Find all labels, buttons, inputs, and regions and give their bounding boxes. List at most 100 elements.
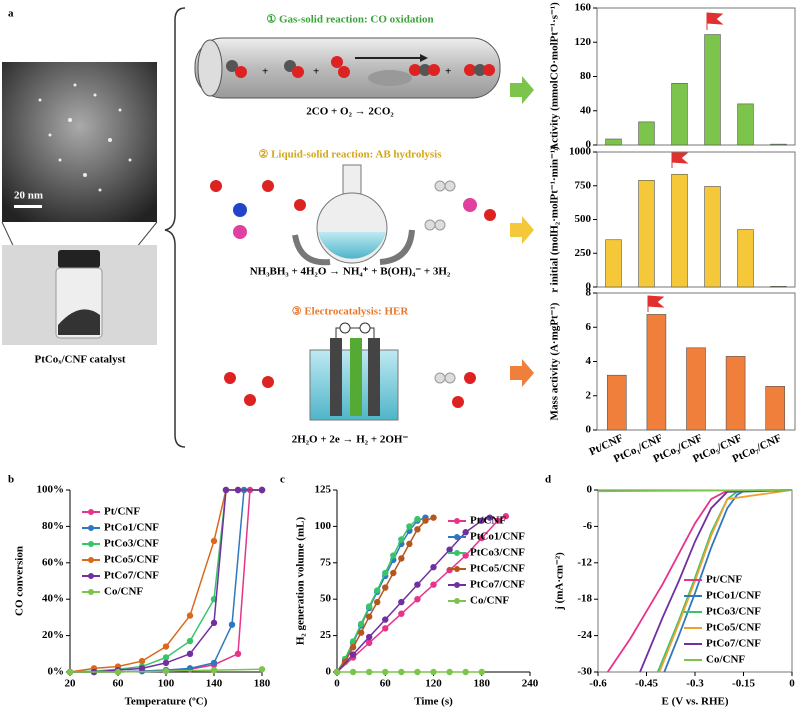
y-tick-label: 60% (42, 556, 64, 568)
x-tick-label: -0.15 (732, 678, 755, 690)
y-tick-label: 25 (320, 629, 332, 641)
svg-text:+: + (445, 66, 451, 78)
data-point (382, 569, 389, 577)
x-axis-label: Time (s) (414, 696, 453, 708)
y-tick-label: 0 (586, 139, 592, 151)
y-tick-label: 1000 (569, 146, 592, 158)
panel-label: a (8, 8, 14, 20)
data-point (406, 540, 413, 548)
data-point (406, 523, 413, 530)
y-tick-label: 100% (37, 484, 65, 496)
legend-label: PtCo3/CNF (104, 538, 159, 550)
bar (605, 239, 622, 288)
y-axis-label: CO conversion (14, 546, 26, 616)
data-point (478, 534, 485, 542)
legend-label: Pt/CNF (470, 515, 506, 527)
legend-label: PtCo1/CNF (470, 531, 525, 543)
data-point (228, 621, 236, 628)
data-point (186, 637, 194, 645)
y-tick-label: 500 (575, 213, 592, 225)
data-point (414, 515, 421, 523)
y-tick-label: -18 (577, 593, 592, 605)
y-axis-label: r initial (molH₂·molPt⁻¹·min⁻¹) (549, 146, 561, 293)
data-point (462, 529, 469, 536)
data-point (430, 581, 437, 588)
y-tick-label: 4 (586, 355, 592, 367)
scale-bar (14, 205, 42, 208)
plot-frame (596, 151, 796, 288)
x-tick-label: 180 (254, 678, 271, 690)
y-tick-label: 40% (42, 593, 64, 605)
legend-label: PtCo5/CNF (706, 622, 761, 634)
molecules: + + + (226, 54, 495, 86)
x-tick-label: -0.6 (589, 678, 607, 690)
y-tick-label: -6 (583, 520, 593, 532)
data-point (162, 659, 170, 667)
data-point (365, 668, 373, 676)
y-axis-label: Mass activity (A·mgPt⁻¹) (549, 302, 561, 420)
x-tick-label: 240 (522, 678, 539, 690)
y-tick-label: 20% (42, 629, 64, 641)
tube-end (197, 39, 223, 97)
data-point (210, 619, 218, 627)
data-point (398, 536, 405, 543)
x-tick-label: 0 (334, 678, 340, 690)
legend-label: Co/CNF (104, 586, 143, 598)
y-tick-label: 80 (580, 70, 592, 82)
legend-marker (454, 550, 460, 556)
legend-label: Pt/CNF (104, 506, 140, 518)
x-tick-label: 0 (789, 678, 795, 690)
y-axis-label: H₂ generation volume (mL) (295, 517, 307, 646)
series-line (336, 516, 491, 673)
data-point (478, 668, 485, 676)
x-tick-label: 120 (425, 678, 442, 690)
data-point (210, 659, 218, 667)
data-point (486, 514, 493, 521)
bar (671, 173, 688, 288)
series-line (336, 515, 507, 673)
bar (737, 229, 754, 288)
data-point (478, 517, 485, 524)
data-point (365, 633, 373, 641)
bar (646, 314, 667, 431)
data-point (390, 569, 397, 577)
arrow (510, 76, 534, 104)
electrode (368, 338, 380, 416)
data-point (382, 625, 389, 632)
legend-marker (454, 598, 460, 604)
x-tick-label: -0.45 (635, 678, 658, 690)
data-point (462, 668, 469, 676)
data-point (258, 486, 266, 494)
data-point (357, 620, 365, 628)
molecules (210, 180, 496, 239)
series-line (70, 489, 262, 673)
circuit (335, 327, 375, 338)
data-point (382, 584, 389, 591)
svg-text:+: + (313, 66, 319, 78)
y-tick-label: 0 (587, 484, 593, 496)
data-point (333, 668, 341, 676)
data-point (210, 666, 218, 674)
y-axis-label: Activity (mmolCO·molPt⁻¹·s⁻¹) (549, 2, 561, 151)
y-tick-label: 40 (580, 104, 592, 116)
cycle-arrow (292, 234, 331, 266)
flag (671, 151, 689, 168)
data-point (349, 668, 357, 676)
meter (339, 322, 351, 334)
legend-marker (454, 518, 460, 524)
tem-particles (38, 83, 132, 192)
data-point (374, 587, 381, 594)
arrow (510, 359, 534, 387)
data-point (494, 517, 502, 524)
electrode (330, 338, 342, 416)
x-tick-label: 60 (113, 678, 125, 690)
data-point (414, 668, 421, 676)
catalyst-label: PtCoₓ/CNF catalyst (34, 354, 125, 366)
y-tick-label: -30 (577, 666, 592, 678)
bar (671, 83, 688, 146)
scale-bar-label: 20 nm (14, 190, 43, 202)
reaction-title: ① Gas-solid reaction: CO oxidation (266, 14, 433, 26)
data-point (365, 603, 373, 610)
meter (359, 322, 371, 334)
